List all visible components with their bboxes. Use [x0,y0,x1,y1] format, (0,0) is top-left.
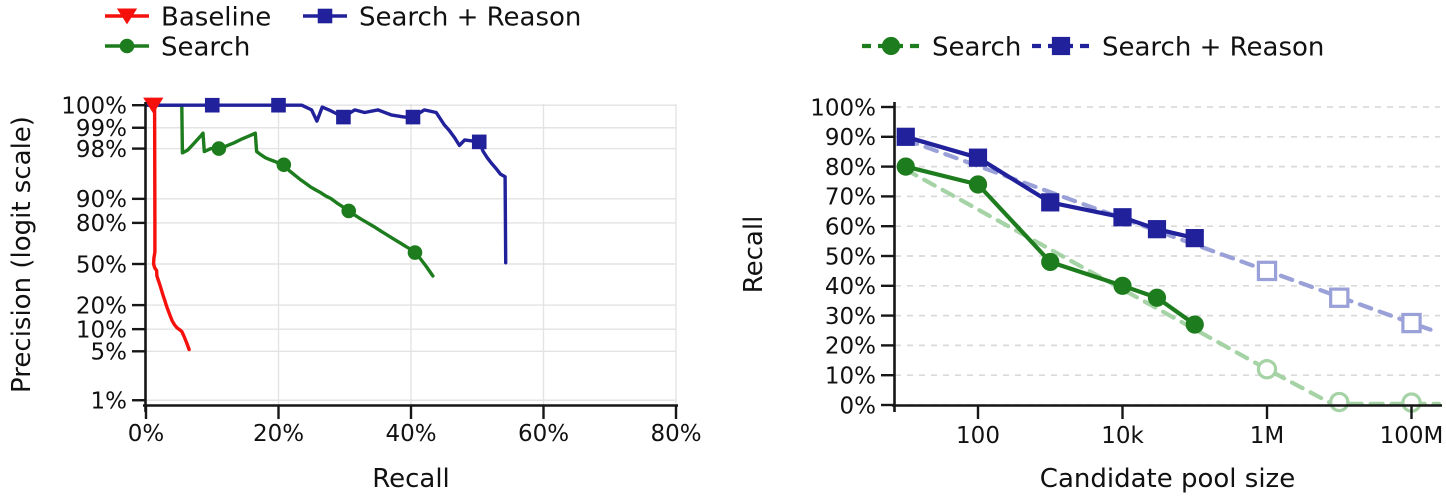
y-tick-label: 70% [825,185,876,211]
legend-item-search-reason: Search + Reason [1032,32,1324,62]
data-point-marker [1256,260,1278,282]
series-baseline [143,97,191,352]
axes [892,102,1442,412]
data-point-marker [276,157,292,173]
data-point-marker [407,245,423,260]
series-search-reason-trend-extrapolation- [903,137,1442,335]
series-search [144,103,435,278]
y-tick-label: 50% [76,252,127,278]
x-tick-label: 40% [385,421,436,447]
y-tick-label: 98% [76,137,127,163]
x-axis-label: Candidate pool size [1040,464,1295,494]
y-tick-label: 0% [840,393,877,419]
square-legend-marker-icon [1051,36,1071,56]
data-point-marker [271,97,286,113]
square-legend-marker-icon [317,8,333,24]
legend-label: Search + Reason [1102,32,1324,62]
legend-item-search: Search [862,32,1021,62]
data-point-marker [405,109,421,125]
y-tick-label: 20% [825,334,876,360]
series-search-reason [144,97,508,265]
x-tick-label: 0% [128,421,165,447]
x-tick-label: 100 [956,423,1000,449]
legend-label: Baseline [161,2,271,32]
legend-item-search: Search [105,32,250,62]
circle-legend-marker-icon [119,38,135,54]
data-point-marker [1185,229,1204,248]
data-point-marker [1401,312,1422,334]
tick-marks [132,104,678,419]
y-tick-label: 60% [825,214,876,240]
data-point-marker [211,141,227,156]
x-tick-label: 10k [1101,423,1144,449]
x-tick-label: 60% [518,421,569,447]
recall-vs-pool-chart: 0% 10% 20% 30% 40% 50% 60% 70% 80% 90% 100% 100 10k 1… [730,0,1446,500]
y-tick-label: 90% [825,125,876,151]
series-search-reason [896,127,1204,248]
data-point-marker [896,127,915,146]
triangle-down-legend-marker-icon [116,8,138,25]
data-point-marker [896,157,915,176]
data-point-marker [341,203,357,219]
x-tick-label: 100M [1380,423,1444,449]
data-point-marker [1041,193,1060,212]
data-point-marker [1041,252,1060,272]
tick-labels: 0% 10% 20% 30% 40% 50% 60% 70% 80% 90% 100% 100 10k 1… [810,95,1443,449]
data-point-marker [968,175,988,194]
circle-legend-marker-icon [881,36,901,56]
y-axis-label: Recall [739,216,769,294]
y-tick-label: 30% [825,304,876,330]
data-point-marker [1113,276,1132,295]
y-tick-label: 1% [91,389,128,415]
y-tick-label: 20% [76,293,127,319]
data-point-marker [1329,391,1350,413]
precision-recall-chart: 100% 99% 98% 90% 80% 50% 20% 10% 5% 1% 0% 20% 40% 60%… [7,2,702,494]
legend-label: Search [161,32,250,62]
x-tick-label: 1M [1250,423,1284,449]
data-point-marker [336,109,351,125]
tick-marks [881,105,1413,419]
gridlines [146,104,677,405]
legend-label: Search + Reason [359,2,581,32]
legend-label: Search [932,32,1021,62]
legend: Baseline Search + Reason Search [105,2,581,62]
recall-vs-candidate-pool-size-svg: 0% 10% 20% 30% 40% 50% 60% 70% 80% 90% 100% 100 10k 1… [739,32,1443,494]
y-tick-label: 99% [76,116,127,142]
y-tick-label: 5% [91,340,128,366]
y-axis-label: Precision (logit scale) [7,116,37,393]
precision-recall-curve-svg: 100%99%98%90%80%50%20%10%5%1%0% 20% 40% 60%… [7,2,702,494]
x-tick-label: 20% [253,421,304,447]
legend-item-search-reason: Search + Reason [303,2,581,32]
data-point-marker [1185,315,1204,334]
data-point-marker [1256,359,1278,380]
y-tick-label: 50% [825,244,876,270]
y-tick-label: 80% [825,155,876,181]
series-search-trend-extrapolation- [903,167,1442,406]
tick-labels: 100%99%98%90%80%50%20%10%5%1%0% 20% 40% 60%… [61,93,701,447]
x-axis-label: Recall [372,464,450,494]
data-point-marker [143,97,164,114]
y-tick-label: 80% [76,211,127,237]
y-tick-label: 90% [76,187,127,213]
y-tick-label: 100% [61,93,127,119]
data-point-marker [1147,288,1167,307]
legend-item-baseline: Baseline [105,2,271,32]
legend: Search Search + Reason [862,32,1324,62]
x-tick-label: 80% [650,421,701,447]
y-tick-label: 10% [825,363,876,389]
series-search [896,157,1204,334]
data-point-marker [471,134,487,150]
series-search-reason-extrapolated-points [1256,260,1422,334]
y-tick-label: 100% [810,95,876,121]
y-tick-label: 10% [76,317,127,343]
data-point-marker [204,97,220,113]
data-point-marker [1147,220,1167,239]
y-tick-label: 40% [825,274,876,300]
data-point-marker [1113,208,1132,227]
data-point-marker [968,148,988,167]
data-point-marker [1329,287,1350,308]
